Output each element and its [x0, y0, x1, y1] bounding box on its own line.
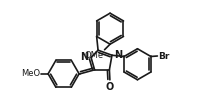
Text: N: N: [80, 52, 88, 62]
Text: MeO: MeO: [21, 69, 40, 78]
Text: Br: Br: [157, 52, 169, 60]
Text: O: O: [105, 82, 113, 92]
Text: OMe: OMe: [84, 51, 103, 60]
Text: N: N: [114, 50, 122, 60]
